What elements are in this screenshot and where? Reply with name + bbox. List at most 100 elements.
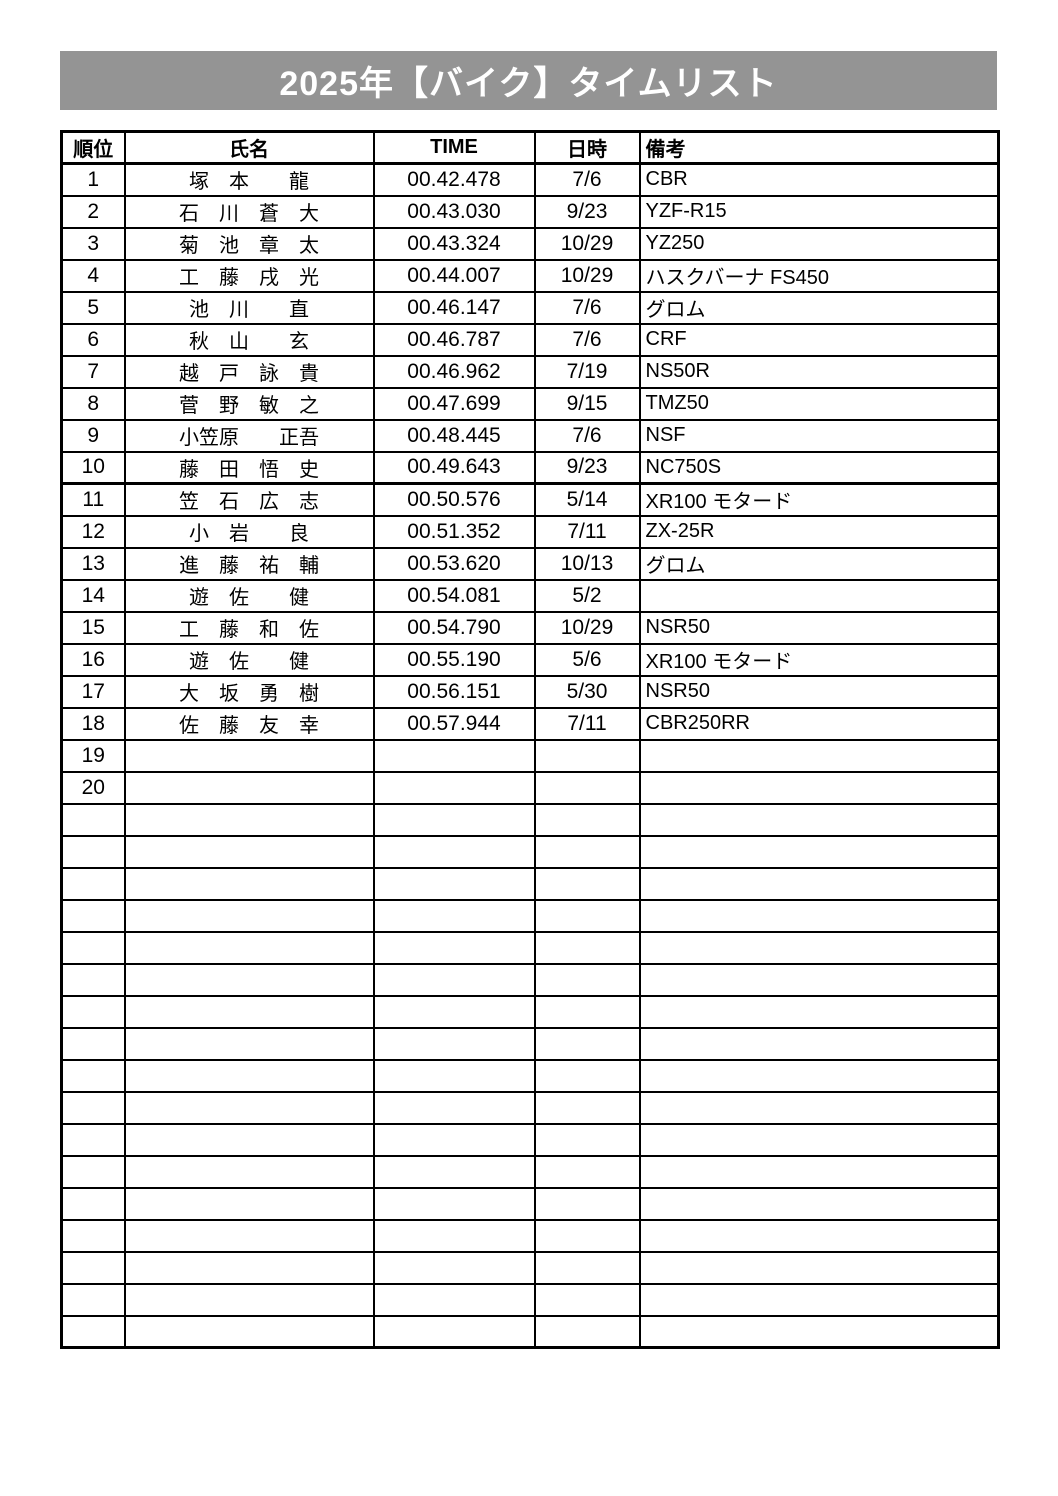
- date-cell: 10/29: [533, 258, 641, 293]
- table-row: 12 小 岩 良 00.51.352 7/11 ZX-25R: [60, 514, 1000, 549]
- name-cell: [123, 1058, 375, 1093]
- name-cell: [123, 1090, 375, 1125]
- date-cell: [533, 962, 641, 997]
- table-row: [60, 1058, 1000, 1093]
- time-cell: [372, 738, 536, 773]
- date-cell: 7/6: [533, 322, 641, 357]
- rank-cell: [60, 994, 126, 1029]
- time-cell: [372, 1186, 536, 1221]
- time-cell: 00.55.190: [372, 642, 536, 677]
- time-cell: [372, 1282, 536, 1317]
- table-row: [60, 962, 1000, 997]
- date-cell: [533, 930, 641, 965]
- date-cell: 7/6: [533, 418, 641, 453]
- table-row: [60, 930, 1000, 965]
- name-cell: 塚 本 龍: [123, 162, 375, 197]
- time-cell: [372, 994, 536, 1029]
- name-cell: [123, 738, 375, 773]
- name-header: 氏名: [123, 130, 375, 165]
- date-cell: [533, 738, 641, 773]
- note-cell: [638, 994, 1000, 1029]
- name-cell: 小 岩 良: [123, 514, 375, 549]
- time-cell: 00.56.151: [372, 674, 536, 709]
- name-cell: 小笠原 正吾: [123, 418, 375, 453]
- table-row: 11 笠 石 広 志 00.50.576 5/14 XR100 モタード: [60, 482, 1000, 517]
- time-cell: [372, 962, 536, 997]
- rank-cell: [60, 962, 126, 997]
- note-cell: XR100 モタード: [638, 642, 1000, 677]
- rank-cell: 10: [60, 450, 126, 485]
- time-cell: [372, 834, 536, 869]
- note-cell: [638, 866, 1000, 901]
- date-cell: 9/15: [533, 386, 641, 421]
- name-cell: 進 藤 祐 輔: [123, 546, 375, 581]
- table-row: [60, 866, 1000, 901]
- date-cell: 5/30: [533, 674, 641, 709]
- rank-cell: 8: [60, 386, 126, 421]
- time-cell: [372, 1026, 536, 1061]
- time-cell: [372, 1314, 536, 1349]
- rank-cell: 16: [60, 642, 126, 677]
- date-header: 日時: [533, 130, 641, 165]
- rank-cell: 3: [60, 226, 126, 261]
- date-cell: 5/6: [533, 642, 641, 677]
- rank-cell: [60, 1154, 126, 1189]
- time-cell: 00.44.007: [372, 258, 536, 293]
- date-cell: 10/29: [533, 610, 641, 645]
- name-cell: [123, 1122, 375, 1157]
- note-cell: XR100 モタード: [638, 482, 1000, 517]
- note-cell: YZ250: [638, 226, 1000, 261]
- table-row: 14 遊 佐 健 00.54.081 5/2: [60, 578, 1000, 613]
- name-cell: 工 藤 戌 光: [123, 258, 375, 293]
- time-cell: 00.57.944: [372, 706, 536, 741]
- note-cell: TMZ50: [638, 386, 1000, 421]
- name-cell: [123, 866, 375, 901]
- note-cell: [638, 898, 1000, 933]
- table-row: [60, 1186, 1000, 1221]
- rank-cell: [60, 1058, 126, 1093]
- rank-cell: 9: [60, 418, 126, 453]
- table-row: [60, 834, 1000, 869]
- note-cell: [638, 738, 1000, 773]
- time-cell: [372, 898, 536, 933]
- date-cell: [533, 834, 641, 869]
- note-cell: [638, 1026, 1000, 1061]
- time-cell: [372, 1218, 536, 1253]
- rank-cell: [60, 930, 126, 965]
- table-row: 19: [60, 738, 1000, 773]
- name-cell: [123, 1314, 375, 1349]
- name-cell: 秋 山 玄: [123, 322, 375, 357]
- rank-cell: [60, 1090, 126, 1125]
- name-cell: [123, 962, 375, 997]
- rank-cell: 11: [60, 482, 126, 517]
- name-cell: 工 藤 和 佐: [123, 610, 375, 645]
- rank-cell: [60, 834, 126, 869]
- date-cell: [533, 1314, 641, 1349]
- note-cell: [638, 930, 1000, 965]
- time-cell: 00.48.445: [372, 418, 536, 453]
- name-cell: 池 川 直: [123, 290, 375, 325]
- time-header: TIME: [372, 130, 536, 165]
- time-cell: [372, 770, 536, 805]
- name-cell: 佐 藤 友 幸: [123, 706, 375, 741]
- rank-cell: 6: [60, 322, 126, 357]
- table-row: [60, 1026, 1000, 1061]
- date-cell: [533, 1186, 641, 1221]
- date-cell: 7/6: [533, 290, 641, 325]
- note-cell: [638, 578, 1000, 613]
- table-row: [60, 898, 1000, 933]
- time-cell: [372, 866, 536, 901]
- time-cell: [372, 930, 536, 965]
- note-cell: CBR250RR: [638, 706, 1000, 741]
- table-row: 20: [60, 770, 1000, 805]
- note-cell: NC750S: [638, 450, 1000, 485]
- name-cell: 笠 石 広 志: [123, 482, 375, 517]
- rank-header: 順位: [60, 130, 126, 165]
